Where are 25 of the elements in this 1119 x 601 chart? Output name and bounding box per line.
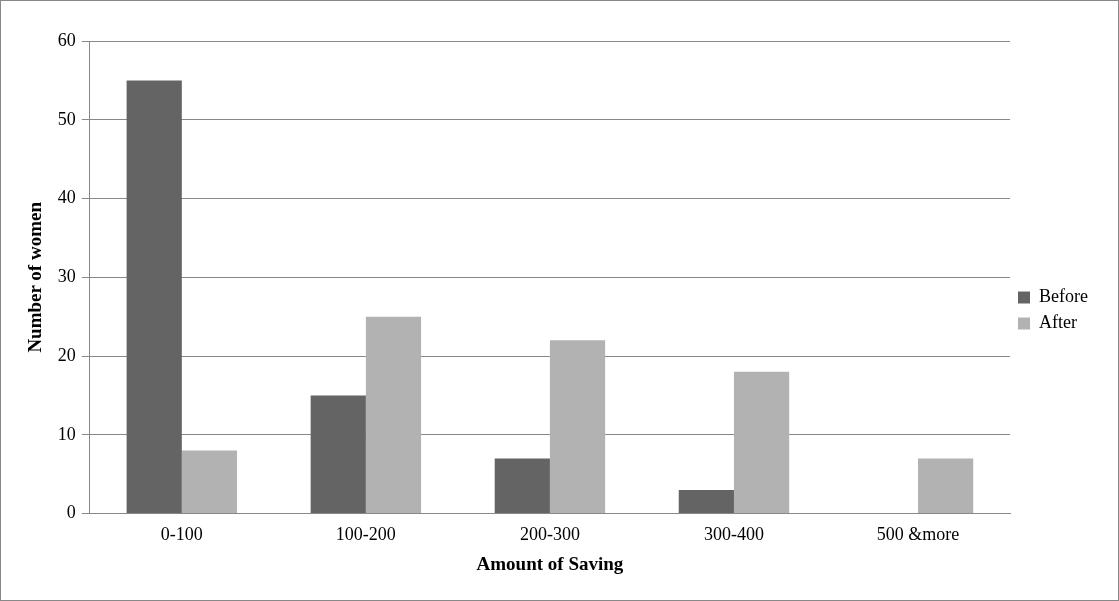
- y-tick-label: 50: [57, 108, 76, 129]
- bar: [126, 80, 182, 514]
- x-axis-title: Amount of Saving: [476, 552, 624, 574]
- x-tick-label: 200-300: [519, 524, 580, 545]
- y-tick-label: 20: [57, 344, 76, 365]
- x-tick-label: 300-400: [703, 524, 764, 545]
- bar: [494, 458, 550, 514]
- bar: [678, 489, 734, 514]
- x-tick-label: 500 &more: [876, 524, 960, 545]
- y-tick-label: 30: [57, 266, 76, 287]
- bar: [918, 458, 974, 514]
- y-axis-title: Number of women: [24, 201, 46, 353]
- bar: [733, 371, 790, 514]
- x-tick-label: 100-200: [335, 524, 396, 545]
- y-tick-label: 40: [57, 187, 76, 208]
- legend-label: Before: [1039, 286, 1089, 307]
- x-tick-label: 0-100: [160, 524, 203, 545]
- y-tick-label: 10: [57, 423, 76, 444]
- legend-label: After: [1039, 312, 1078, 333]
- bar: [365, 316, 422, 514]
- bar: [181, 450, 238, 514]
- y-tick-label: 60: [57, 29, 76, 50]
- bar: [549, 340, 606, 514]
- y-tick-label: 0: [66, 502, 76, 523]
- bar: [310, 395, 366, 514]
